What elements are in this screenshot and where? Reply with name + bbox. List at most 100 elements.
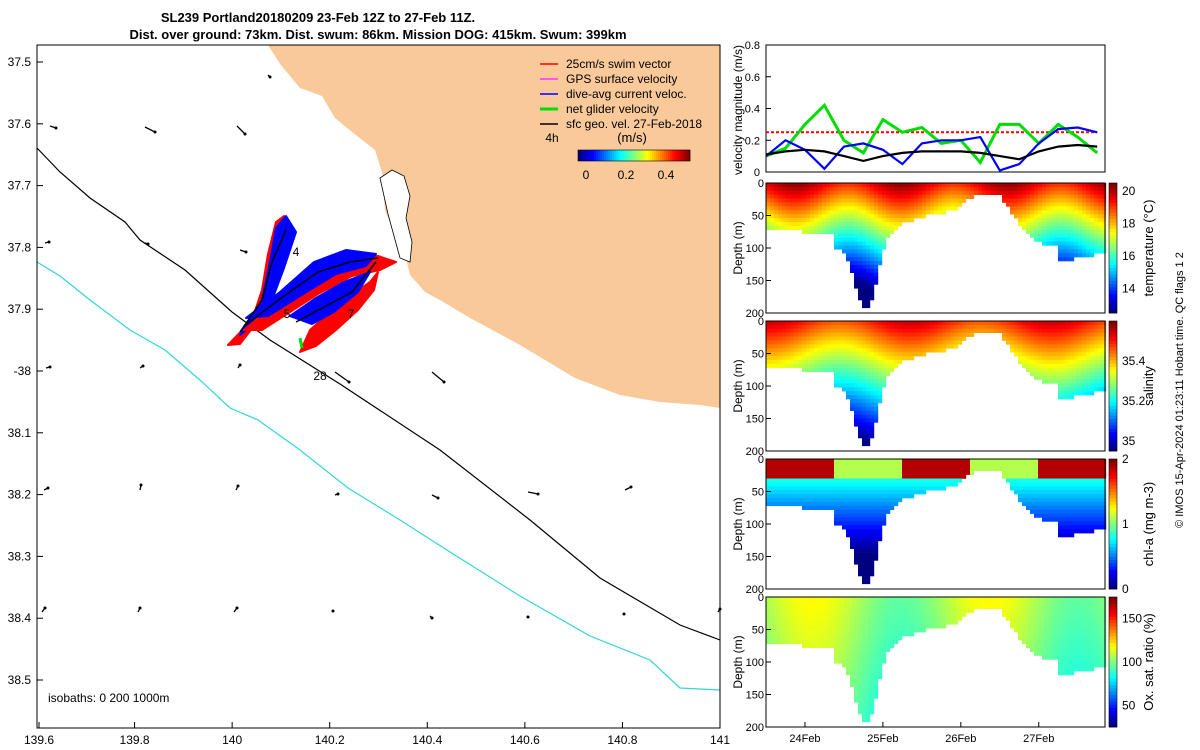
profile-cell: [1070, 332, 1075, 337]
profile-cell: [774, 486, 779, 491]
profile-cell: [1042, 462, 1047, 468]
profile-cell: [886, 194, 891, 199]
profile-cell: [874, 249, 879, 254]
profile-cell: [882, 229, 887, 234]
profile-cell: [1018, 210, 1023, 215]
profile-cell: [1034, 210, 1039, 215]
profile-cell: [1062, 628, 1067, 633]
profile-cell: [938, 466, 943, 471]
profile-cell: [850, 513, 855, 518]
profile-cell: [822, 639, 827, 645]
profile-cell: [1026, 190, 1031, 195]
profile-cell: [1026, 229, 1031, 234]
profile-cell: [1054, 608, 1059, 613]
profile-cell: [874, 233, 879, 238]
profile-cell: [990, 183, 995, 188]
profile-cell: [1006, 612, 1011, 617]
profile-cell: [1038, 651, 1043, 656]
profile-cell: [866, 655, 871, 660]
profile-cell: [814, 225, 819, 231]
profile-cell: [854, 690, 859, 695]
profile-cell: [834, 206, 839, 211]
profile-cell: [794, 218, 799, 223]
colorbar-cell: [1109, 582, 1117, 587]
profile-cell: [846, 367, 851, 372]
profile-cell: [938, 608, 943, 613]
profile-cell: [942, 597, 947, 602]
colorbar-tick-label: 20: [1122, 184, 1136, 198]
profile-cell: [1078, 482, 1083, 487]
profile-cell: [878, 612, 883, 617]
colorbar-tick-label: 0: [1122, 582, 1129, 596]
profile-cell: [1054, 620, 1059, 625]
colorbar-cell: [1109, 585, 1117, 590]
profile-cell: [850, 678, 855, 684]
profile-cell: [842, 636, 847, 641]
profile-cell: [842, 525, 847, 530]
profile-cell: [1070, 363, 1075, 369]
profile-cell: [1050, 494, 1055, 499]
profile-cell: [786, 501, 791, 507]
profile-cell: [890, 210, 895, 215]
profile-cell: [866, 241, 871, 246]
profile-cell: [1090, 501, 1095, 507]
profile-cell: [846, 643, 851, 648]
profile-cell: [798, 206, 803, 211]
profile-cell: [1074, 608, 1079, 613]
profile-cell: [898, 218, 903, 223]
profile-cell: [802, 600, 807, 606]
profile-cell: [1102, 383, 1107, 388]
profile-cell: [814, 616, 819, 621]
profile-cell: [766, 222, 771, 227]
profile-cell: [1082, 363, 1087, 369]
profile-cell: [1030, 498, 1035, 503]
profile-cell: [878, 632, 883, 637]
profile-cell: [790, 490, 795, 495]
depth-tick-label: 150: [746, 276, 764, 288]
profile-cell: [1074, 667, 1079, 672]
profile-cell: [1094, 636, 1099, 641]
profile-cell: [810, 360, 815, 365]
profile-cell: [838, 628, 843, 633]
profile-cell: [1070, 600, 1075, 606]
colorbar-cell: [1109, 475, 1117, 479]
profile-cell: [970, 597, 975, 602]
profile-cell: [910, 202, 915, 207]
profile-cell: [878, 486, 883, 491]
profile-cell: [938, 336, 943, 341]
profile-cell: [882, 643, 887, 648]
profile-cell: [1102, 190, 1107, 195]
profile-cell: [938, 202, 943, 207]
profile-cell: [1090, 600, 1095, 606]
profile-cell: [858, 564, 863, 569]
profile-cell: [818, 604, 823, 609]
profile-cell: [890, 482, 895, 487]
profile-cell: [782, 218, 787, 223]
profile-cell: [874, 663, 879, 668]
profile-cell: [1050, 459, 1055, 464]
profile-cell: [966, 459, 971, 464]
profile-cell: [870, 426, 875, 431]
profile-cell: [866, 529, 871, 534]
profile-cell: [858, 272, 863, 277]
profile-cell: [866, 544, 871, 549]
profile-cell: [1030, 616, 1035, 621]
profile-cell: [926, 466, 931, 471]
profile-cell: [1098, 202, 1103, 207]
profile-cell: [1038, 214, 1043, 219]
profile-cell: [842, 233, 847, 238]
profile-cell: [1030, 604, 1035, 609]
profile-cell: [950, 462, 955, 468]
profile-cell: [854, 387, 859, 392]
profile-cell: [862, 667, 867, 672]
profile-cell: [1098, 186, 1103, 192]
speed-colorbar-cell: [612, 150, 615, 161]
profile-cell: [1098, 636, 1103, 641]
profile-cell: [1034, 501, 1039, 507]
profile-cell: [894, 348, 899, 353]
profile-cell: [1014, 608, 1019, 613]
profile-cell: [1086, 509, 1091, 514]
profile-cell: [822, 632, 827, 637]
profile-cell: [918, 459, 923, 464]
